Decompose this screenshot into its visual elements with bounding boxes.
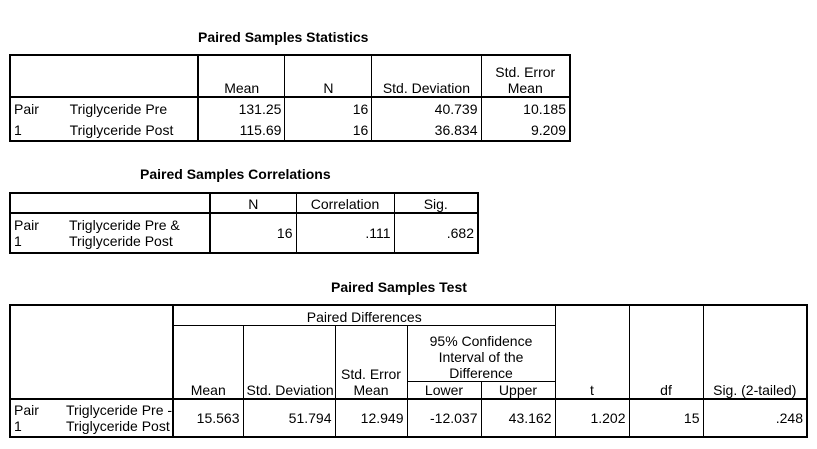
- corr-table: N Correlation Sig. Pair 1 Triglyceride P…: [9, 192, 479, 254]
- test-header-t: t: [554, 325, 629, 400]
- corr-row: Pair 1 Triglyceride Pre & Triglyceride P…: [10, 212, 478, 253]
- stats-sd-value: 40.739: [371, 96, 481, 119]
- corr-header-row: N Correlation Sig.: [10, 193, 478, 214]
- test-pair-label: Pair: [14, 402, 39, 418]
- corr-label-line2: Triglyceride Post: [69, 233, 173, 249]
- stats-se-value: 9.209: [480, 119, 570, 141]
- corr-correlation-value: .111: [295, 212, 394, 253]
- stats-row-pre: Pair Triglyceride Pre 131.25 16 40.739 1…: [10, 96, 570, 119]
- stats-pair-label: Pair: [10, 96, 67, 119]
- stats-sd-value: 36.834: [371, 119, 481, 141]
- corr-sig-value: .682: [393, 212, 478, 253]
- stats-mean-value: 131.25: [197, 96, 285, 119]
- stats-mean-value: 115.69: [197, 119, 285, 141]
- stats-header-n: N: [284, 55, 372, 98]
- stats-header-mean: Mean: [197, 55, 285, 98]
- corr-label-line1: Triglyceride Pre &: [69, 217, 180, 233]
- test-t-value: 1.202: [554, 399, 629, 437]
- test-header-lower: Lower: [424, 382, 464, 398]
- test-se-value: 12.949: [334, 399, 407, 437]
- corr-header-correlation: Correlation: [295, 193, 394, 214]
- corr-pair-cell: Pair 1: [10, 212, 66, 253]
- corr-n-value: 16: [209, 212, 296, 253]
- corr-pair-number: 1: [14, 233, 22, 249]
- corr-header-sig: Sig.: [393, 193, 478, 214]
- stats-pair-number: 1: [14, 121, 22, 138]
- test-table: Paired Differences Mean Std. Deviation S…: [9, 304, 808, 438]
- test-row: Pair 1 Triglyceride Pre - Triglyceride P…: [10, 399, 807, 437]
- test-sig-value: .248: [702, 399, 807, 437]
- stats-header-se: Std. Error Mean: [480, 55, 570, 98]
- stats-n-value: 16: [284, 119, 372, 141]
- test-header-mean: Mean: [172, 325, 243, 400]
- test-header-ci: 95% Confidence Interval of the Differenc…: [406, 325, 555, 400]
- test-header-se-line1: Std. Error: [341, 366, 401, 382]
- stats-title: Paired Samples Statistics: [198, 29, 369, 45]
- test-header-df: df: [628, 325, 703, 400]
- test-header-row-1: Paired Differences: [10, 305, 807, 326]
- stats-row-label: Triglyceride Post: [69, 121, 174, 138]
- test-header-sd: Std. Deviation: [242, 325, 335, 400]
- test-header-ci-line3: Difference: [449, 365, 513, 381]
- stats-table: Mean N Std. Deviation Std. Error Mean Pa…: [9, 54, 571, 142]
- test-header-sig: Sig. (2-tailed): [702, 325, 807, 400]
- stats-row-label: Triglyceride Pre: [66, 96, 198, 119]
- test-header-paired-differences: Paired Differences: [172, 305, 555, 326]
- test-upper-value: 43.162: [480, 399, 555, 437]
- test-header-ci-line1: 95% Confidence: [429, 333, 533, 349]
- test-df-value: 15: [628, 399, 703, 437]
- test-title: Paired Samples Test: [331, 279, 467, 295]
- test-sd-value: 51.794: [242, 399, 335, 437]
- corr-label-cell: Triglyceride Pre & Triglyceride Post: [66, 212, 210, 253]
- test-header-ci-line2: Interval of the: [438, 349, 524, 365]
- stats-header-row: Mean N Std. Deviation Std. Error Mean: [10, 55, 570, 98]
- corr-pair-label: Pair: [14, 217, 39, 233]
- test-header-se: Std. Error Mean: [334, 325, 407, 400]
- stats-n-value: 16: [284, 96, 372, 119]
- corr-header-n: N: [209, 193, 296, 214]
- stats-header-sd: Std. Deviation: [371, 55, 481, 98]
- stats-row-post: 1 Triglyceride Post 115.69 16 36.834 9.2…: [10, 119, 570, 141]
- test-label-cell: Triglyceride Pre - Triglyceride Post: [63, 399, 173, 437]
- test-header-row-2: Mean Std. Deviation Std. Error Mean 95% …: [10, 325, 807, 400]
- test-mean-value: 15.563: [172, 399, 243, 437]
- corr-title: Paired Samples Correlations: [140, 166, 331, 182]
- test-header-se-line2: Mean: [353, 382, 389, 398]
- test-label-line2: Triglyceride Post: [66, 418, 170, 434]
- test-pair-number: 1: [14, 418, 22, 434]
- test-label-line1: Triglyceride Pre -: [66, 402, 173, 418]
- test-pair-cell: Pair 1: [10, 399, 63, 437]
- test-header-upper: Upper: [480, 382, 555, 398]
- test-lower-value: -12.037: [406, 399, 481, 437]
- stats-se-value: 10.185: [480, 96, 570, 119]
